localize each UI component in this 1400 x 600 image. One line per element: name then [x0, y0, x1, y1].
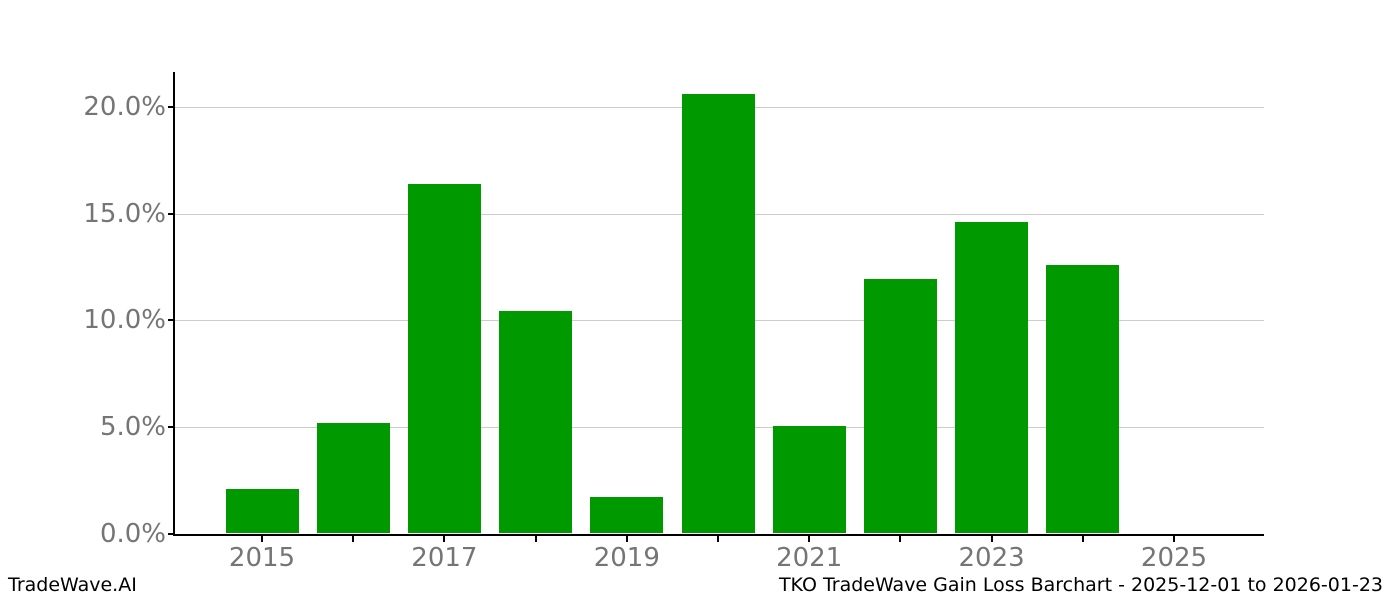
- bar-2024: [1046, 264, 1120, 534]
- bar-2016: [316, 422, 390, 534]
- x-tick-2020: [717, 535, 719, 542]
- x-tick-label-2021: 2021: [776, 542, 843, 573]
- y-tick-label-20: 20.0%: [83, 91, 166, 122]
- bar-2015: [225, 488, 299, 534]
- x-tick-2016: [352, 535, 355, 542]
- y-tick-20: [168, 105, 173, 108]
- bar-2019: [590, 497, 664, 534]
- x-tick-label-2019: 2019: [593, 542, 660, 573]
- x-tick-2015: [261, 535, 263, 542]
- y-tick-label-10: 10.0%: [83, 305, 166, 336]
- brand-text: TradeWave.AI: [8, 574, 137, 596]
- bar-2023: [955, 222, 1029, 534]
- x-tick-label-2023: 2023: [958, 542, 1025, 573]
- x-tick-2018: [534, 535, 537, 542]
- bar-2021: [772, 425, 846, 534]
- y-tick-15: [168, 212, 173, 215]
- x-tick-2022: [899, 535, 902, 542]
- x-tick-label-2025: 2025: [1140, 542, 1208, 573]
- bar-2022: [863, 278, 937, 534]
- x-tick-2021: [808, 535, 811, 542]
- x-tick-2017: [443, 535, 446, 542]
- y-tick-label-15: 15.0%: [83, 198, 166, 229]
- y-tick-0: [168, 532, 173, 535]
- bar-2017: [407, 183, 481, 534]
- x-tick-2025: [1173, 535, 1175, 542]
- y-tick-10: [168, 319, 173, 322]
- y-tick-label-0: 0.0%: [99, 518, 166, 549]
- bar-2020: [681, 94, 755, 534]
- bar-2018: [499, 310, 573, 534]
- x-tick-2019: [625, 535, 628, 542]
- x-tick-label-2017: 2017: [411, 542, 478, 573]
- x-axis-spine: [173, 533, 1264, 536]
- chart-title: TKO TradeWave Gain Loss Barchart - 2025-…: [778, 574, 1383, 596]
- y-tick-5: [168, 425, 173, 428]
- y-axis-spine: [173, 72, 175, 536]
- x-tick-2024: [1081, 535, 1084, 542]
- x-tick-label-2015: 2015: [228, 542, 296, 573]
- x-tick-2023: [990, 535, 993, 542]
- y-tick-label-5: 5.0%: [99, 411, 166, 442]
